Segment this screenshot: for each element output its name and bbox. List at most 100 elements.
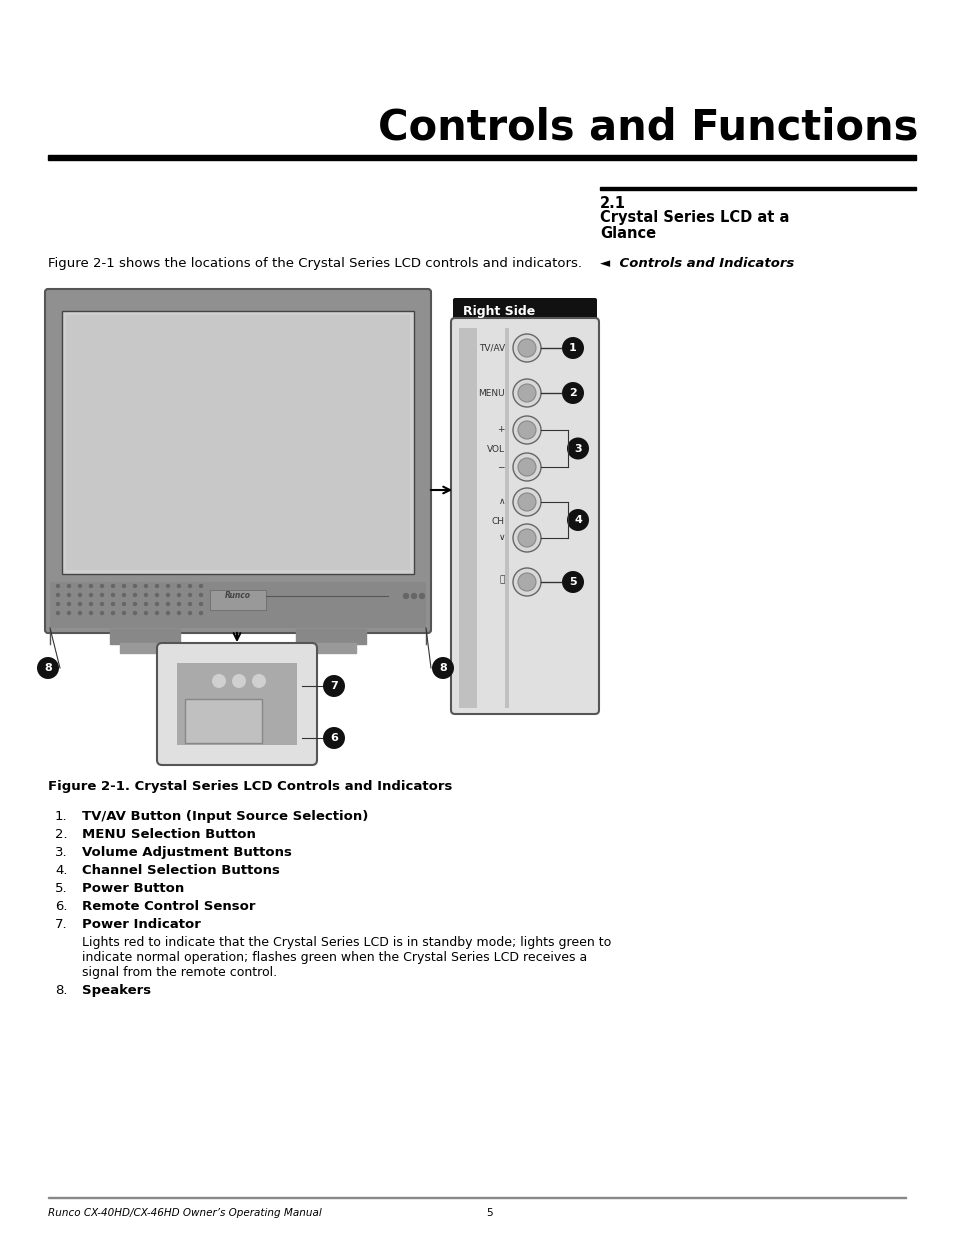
- Text: VOL: VOL: [486, 445, 504, 453]
- Circle shape: [513, 488, 540, 516]
- Text: 8: 8: [438, 663, 446, 673]
- Text: −: −: [497, 462, 504, 472]
- Text: 1.: 1.: [55, 810, 68, 823]
- FancyBboxPatch shape: [45, 289, 431, 634]
- Bar: [177, 663, 296, 745]
- Circle shape: [517, 458, 536, 475]
- Text: 8: 8: [44, 663, 51, 673]
- Circle shape: [432, 657, 454, 679]
- Text: ∧: ∧: [497, 496, 504, 505]
- Circle shape: [232, 674, 246, 688]
- Text: Power Indicator: Power Indicator: [82, 918, 201, 931]
- Circle shape: [517, 529, 536, 547]
- Text: 2.1: 2.1: [599, 196, 625, 211]
- Circle shape: [177, 603, 180, 605]
- Circle shape: [68, 611, 71, 615]
- Bar: [50, 582, 426, 629]
- Circle shape: [133, 611, 136, 615]
- Circle shape: [155, 611, 158, 615]
- Text: Crystal Series LCD at a: Crystal Series LCD at a: [599, 210, 788, 225]
- Circle shape: [122, 584, 126, 588]
- Circle shape: [90, 603, 92, 605]
- Text: 7: 7: [330, 680, 337, 692]
- Text: indicate normal operation; flashes green when the Crystal Series LCD receives a: indicate normal operation; flashes green…: [82, 951, 587, 965]
- Circle shape: [112, 603, 114, 605]
- Circle shape: [37, 657, 59, 679]
- Circle shape: [68, 603, 71, 605]
- Circle shape: [561, 571, 583, 593]
- Text: 4.: 4.: [55, 864, 68, 877]
- Circle shape: [517, 338, 536, 357]
- Circle shape: [144, 594, 148, 597]
- Circle shape: [167, 594, 170, 597]
- Circle shape: [100, 584, 103, 588]
- Text: ◄  Controls and Indicators: ◄ Controls and Indicators: [599, 257, 794, 270]
- Text: 6.: 6.: [55, 900, 68, 913]
- Circle shape: [517, 493, 536, 511]
- Circle shape: [78, 611, 81, 615]
- Circle shape: [189, 603, 192, 605]
- Circle shape: [56, 611, 59, 615]
- Circle shape: [144, 603, 148, 605]
- Circle shape: [78, 584, 81, 588]
- Circle shape: [513, 524, 540, 552]
- Text: Channel Selection Buttons: Channel Selection Buttons: [82, 864, 279, 877]
- Circle shape: [112, 611, 114, 615]
- Circle shape: [189, 594, 192, 597]
- Text: signal from the remote control.: signal from the remote control.: [82, 966, 276, 979]
- Text: Glance: Glance: [599, 226, 656, 241]
- Circle shape: [561, 382, 583, 404]
- Circle shape: [56, 603, 59, 605]
- Text: Power Button: Power Button: [82, 882, 184, 895]
- Bar: [504, 329, 509, 708]
- Circle shape: [419, 594, 424, 599]
- Circle shape: [122, 594, 126, 597]
- Circle shape: [155, 594, 158, 597]
- Circle shape: [78, 603, 81, 605]
- Bar: [295, 629, 366, 643]
- Circle shape: [112, 594, 114, 597]
- Bar: [210, 590, 266, 610]
- Text: 5: 5: [569, 577, 577, 587]
- Circle shape: [403, 594, 408, 599]
- Bar: [62, 311, 414, 574]
- Text: Right Side: Right Side: [462, 305, 535, 319]
- Text: 4: 4: [574, 515, 581, 525]
- Circle shape: [144, 611, 148, 615]
- Circle shape: [68, 594, 71, 597]
- Circle shape: [199, 603, 202, 605]
- Circle shape: [323, 727, 345, 748]
- Text: 2: 2: [569, 388, 577, 398]
- Circle shape: [56, 584, 59, 588]
- Circle shape: [199, 611, 202, 615]
- Text: 7.: 7.: [55, 918, 68, 931]
- Circle shape: [155, 603, 158, 605]
- Circle shape: [90, 611, 92, 615]
- Circle shape: [100, 603, 103, 605]
- Circle shape: [133, 594, 136, 597]
- Text: Volume Adjustment Buttons: Volume Adjustment Buttons: [82, 846, 292, 860]
- Bar: [48, 156, 915, 161]
- Text: TV/AV: TV/AV: [478, 343, 504, 352]
- Text: 3: 3: [574, 443, 581, 453]
- Circle shape: [56, 594, 59, 597]
- Text: Runco: Runco: [225, 592, 251, 600]
- Text: 1: 1: [569, 343, 577, 353]
- Circle shape: [189, 611, 192, 615]
- Text: 3.: 3.: [55, 846, 68, 860]
- Bar: [110, 629, 180, 643]
- Circle shape: [566, 509, 588, 531]
- Bar: [66, 315, 410, 571]
- Text: 6: 6: [330, 734, 337, 743]
- Text: 2.: 2.: [55, 827, 68, 841]
- Circle shape: [167, 611, 170, 615]
- Text: Speakers: Speakers: [82, 984, 151, 997]
- Text: MENU: MENU: [477, 389, 504, 398]
- Text: MENU Selection Button: MENU Selection Button: [82, 827, 255, 841]
- Text: 5.: 5.: [55, 882, 68, 895]
- Circle shape: [199, 594, 202, 597]
- Circle shape: [566, 437, 588, 459]
- FancyBboxPatch shape: [453, 298, 597, 326]
- Circle shape: [561, 337, 583, 359]
- Circle shape: [177, 594, 180, 597]
